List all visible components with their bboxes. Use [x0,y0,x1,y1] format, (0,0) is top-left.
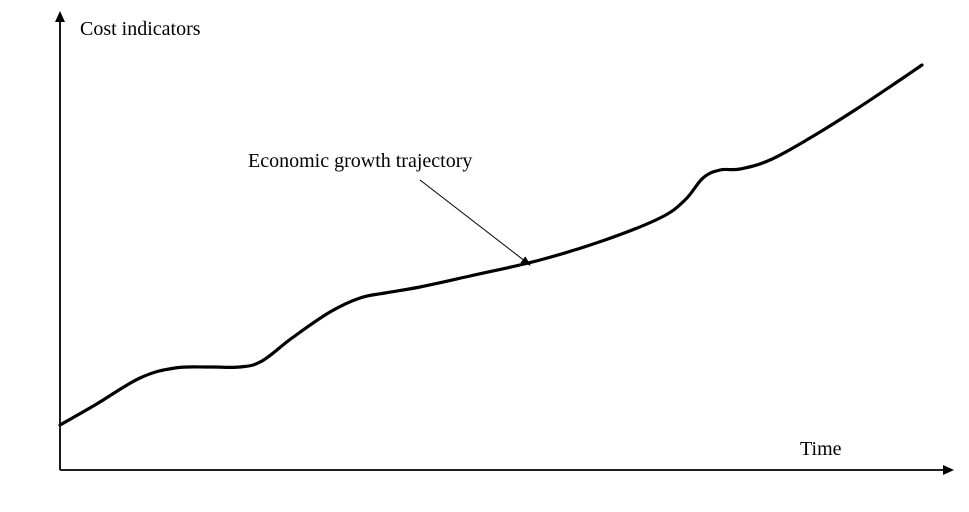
x-axis-label: Time [800,438,842,461]
trajectory-curve [60,65,922,425]
annotation-label: Economic growth trajectory [248,150,472,173]
chart-svg [0,0,969,512]
y-axis-label: Cost indicators [80,18,201,41]
chart-container: Cost indicators Time Economic growth tra… [0,0,969,512]
annotation-arrow [420,180,530,265]
